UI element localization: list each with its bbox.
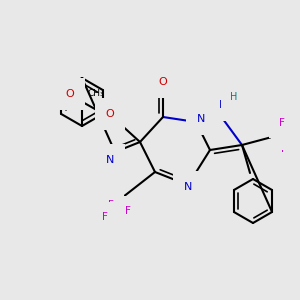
Text: CH₃: CH₃ [87,89,104,98]
Text: F: F [108,200,114,210]
Text: O: O [106,109,114,119]
Text: N: N [106,155,114,165]
Text: N: N [184,182,192,192]
Text: O: O [66,89,74,99]
Text: F: F [279,118,285,128]
Text: N: N [219,100,227,110]
Text: F: F [125,206,131,216]
Text: H: H [230,92,238,102]
Text: N: N [197,114,205,124]
Text: F: F [281,144,287,154]
Text: F: F [287,130,293,140]
Text: O: O [159,77,167,87]
Text: F: F [102,212,108,222]
